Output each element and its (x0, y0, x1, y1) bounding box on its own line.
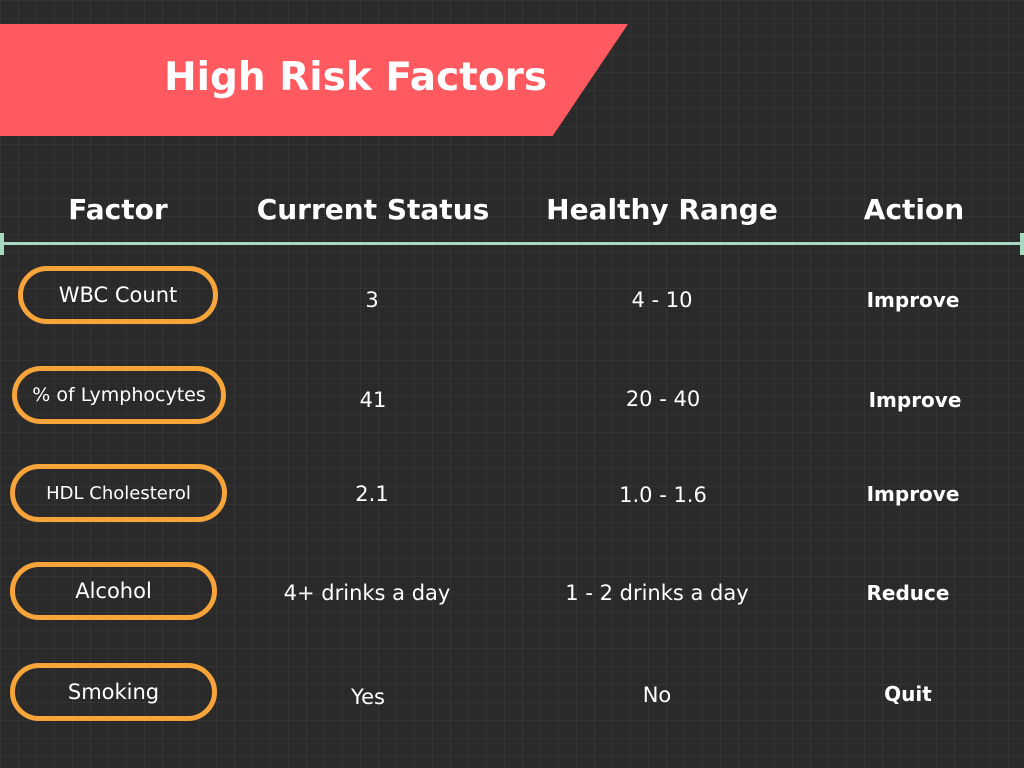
current-status-cell: 4+ drinks a day (283, 581, 451, 605)
healthy-range-cell: 20 - 40 (625, 387, 701, 411)
action-cell: Improve (868, 388, 962, 412)
factor-pill: WBC Count (18, 266, 218, 324)
action-cell: Improve (866, 482, 960, 506)
header-healthy-range: Healthy Range (546, 193, 778, 226)
healthy-range-cell: 1 - 2 drinks a day (565, 581, 749, 605)
factor-pill: Alcohol (10, 562, 217, 620)
current-status-cell: 41 (359, 388, 387, 412)
header-current-status: Current Status (256, 193, 490, 226)
factor-pill: HDL Cholesterol (10, 464, 227, 522)
page-title: High Risk Factors (164, 55, 548, 100)
current-status-cell: Yes (351, 685, 385, 709)
action-cell: Reduce (866, 581, 950, 605)
healthy-range-cell: 1.0 - 1.6 (619, 483, 707, 507)
divider-left-cap (0, 233, 4, 255)
header-action: Action (863, 193, 965, 226)
healthy-range-cell: 4 - 10 (631, 288, 693, 312)
factor-pill: % of Lymphocytes (12, 366, 226, 424)
current-status-cell: 2.1 (355, 482, 389, 506)
divider-right-cap (1020, 233, 1024, 255)
action-cell: Improve (866, 288, 960, 312)
header-divider (0, 242, 1024, 245)
healthy-range-cell: No (642, 683, 672, 707)
current-status-cell: 3 (365, 288, 379, 312)
factor-pill: Smoking (10, 663, 217, 721)
action-cell: Quit (884, 682, 932, 706)
header-factor: Factor (68, 193, 168, 226)
title-banner (0, 24, 628, 136)
